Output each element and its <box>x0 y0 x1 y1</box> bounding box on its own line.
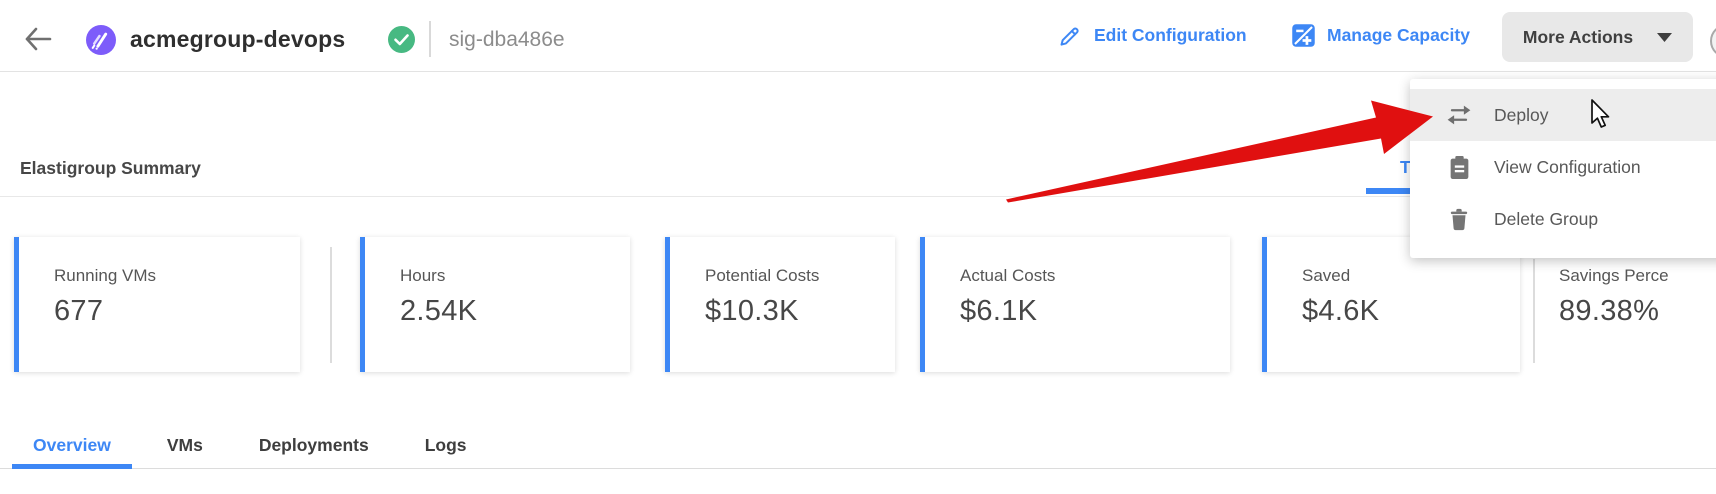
tab-vms[interactable]: VMs <box>166 435 203 455</box>
manage-capacity-label: Manage Capacity <box>1327 25 1470 45</box>
metric-card-running-vms: Running VMs 677 <box>14 237 300 372</box>
tab-deployments[interactable]: Deployments <box>258 435 369 455</box>
more-actions-label: More Actions <box>1522 26 1634 47</box>
caret-down-icon <box>1657 32 1673 42</box>
tab-overview[interactable]: Overview <box>12 424 132 469</box>
metric-value: 677 <box>54 295 104 327</box>
metric-card-saved: Saved $4.6K <box>1262 237 1520 372</box>
group-id: sig-dba486e <box>449 28 565 51</box>
metric-label: Potential Costs <box>705 266 820 285</box>
metric-card-savings-percentage: Savings Perce 89.38% <box>1545 237 1716 372</box>
time-filter-active-underline <box>1366 188 1412 194</box>
metric-label: Actual Costs <box>960 266 1056 285</box>
menu-item-deploy[interactable]: Deploy <box>1410 89 1716 141</box>
cards-divider <box>330 247 332 363</box>
metric-card-actual-costs: Actual Costs $6.1K <box>920 237 1230 372</box>
edit-configuration-label: Edit Configuration <box>1094 25 1247 45</box>
manage-capacity-button[interactable]: Manage Capacity <box>1291 0 1470 71</box>
trash-icon <box>1446 206 1472 232</box>
metric-value: 2.54K <box>400 295 478 327</box>
metric-label: Saved <box>1302 266 1351 285</box>
cards-divider <box>1533 259 1535 363</box>
metric-card-hours: Hours 2.54K <box>360 237 630 372</box>
clipboard-icon <box>1446 154 1472 180</box>
summary-cards-row: Running VMs 677 Hours 2.54K Potential Co… <box>0 237 1716 372</box>
page-header: acmegroup-devops sig-dba486e Edit Config… <box>0 0 1716 72</box>
more-actions-menu: Deploy View Configuration Delete Group <box>1410 79 1716 258</box>
pencil-icon <box>1060 27 1079 46</box>
metric-value: $4.6K <box>1302 295 1380 327</box>
card-accent-stripe <box>920 237 925 372</box>
back-arrow-icon[interactable] <box>23 26 53 52</box>
help-icon-partial[interactable] <box>1710 24 1716 58</box>
group-title: acmegroup-devops <box>130 26 346 52</box>
card-accent-stripe <box>14 237 19 372</box>
menu-item-delete-group[interactable]: Delete Group <box>1410 193 1716 245</box>
more-actions-button[interactable]: More Actions <box>1502 12 1693 62</box>
metric-card-potential-costs: Potential Costs $10.3K <box>665 237 895 372</box>
card-accent-stripe <box>1262 237 1267 372</box>
card-accent-stripe <box>360 237 365 372</box>
metric-label: Hours <box>400 266 446 285</box>
header-divider <box>429 21 431 57</box>
menu-item-label: Delete Group <box>1494 208 1599 229</box>
manage-capacity-icon <box>1292 24 1315 47</box>
metric-value: $10.3K <box>705 295 799 327</box>
group-tabs: Overview VMs Deployments Logs <box>0 424 1716 469</box>
swap-arrows-icon <box>1446 102 1472 128</box>
menu-item-view-configuration[interactable]: View Configuration <box>1410 141 1716 193</box>
tab-logs[interactable]: Logs <box>424 435 467 455</box>
menu-item-label: Deploy <box>1494 104 1549 125</box>
metric-value: $6.1K <box>960 295 1038 327</box>
metric-label: Savings Perce <box>1559 266 1669 285</box>
menu-item-label: View Configuration <box>1494 156 1641 177</box>
healthy-status-icon <box>388 26 415 53</box>
elastigroup-logo-icon <box>86 25 116 55</box>
edit-configuration-button[interactable]: Edit Configuration <box>1058 0 1247 71</box>
metric-value: 89.38% <box>1559 295 1660 327</box>
card-accent-stripe <box>665 237 670 372</box>
summary-divider <box>0 196 1716 197</box>
summary-section-title: Elastigroup Summary <box>20 158 201 178</box>
metric-label: Running VMs <box>54 266 157 285</box>
